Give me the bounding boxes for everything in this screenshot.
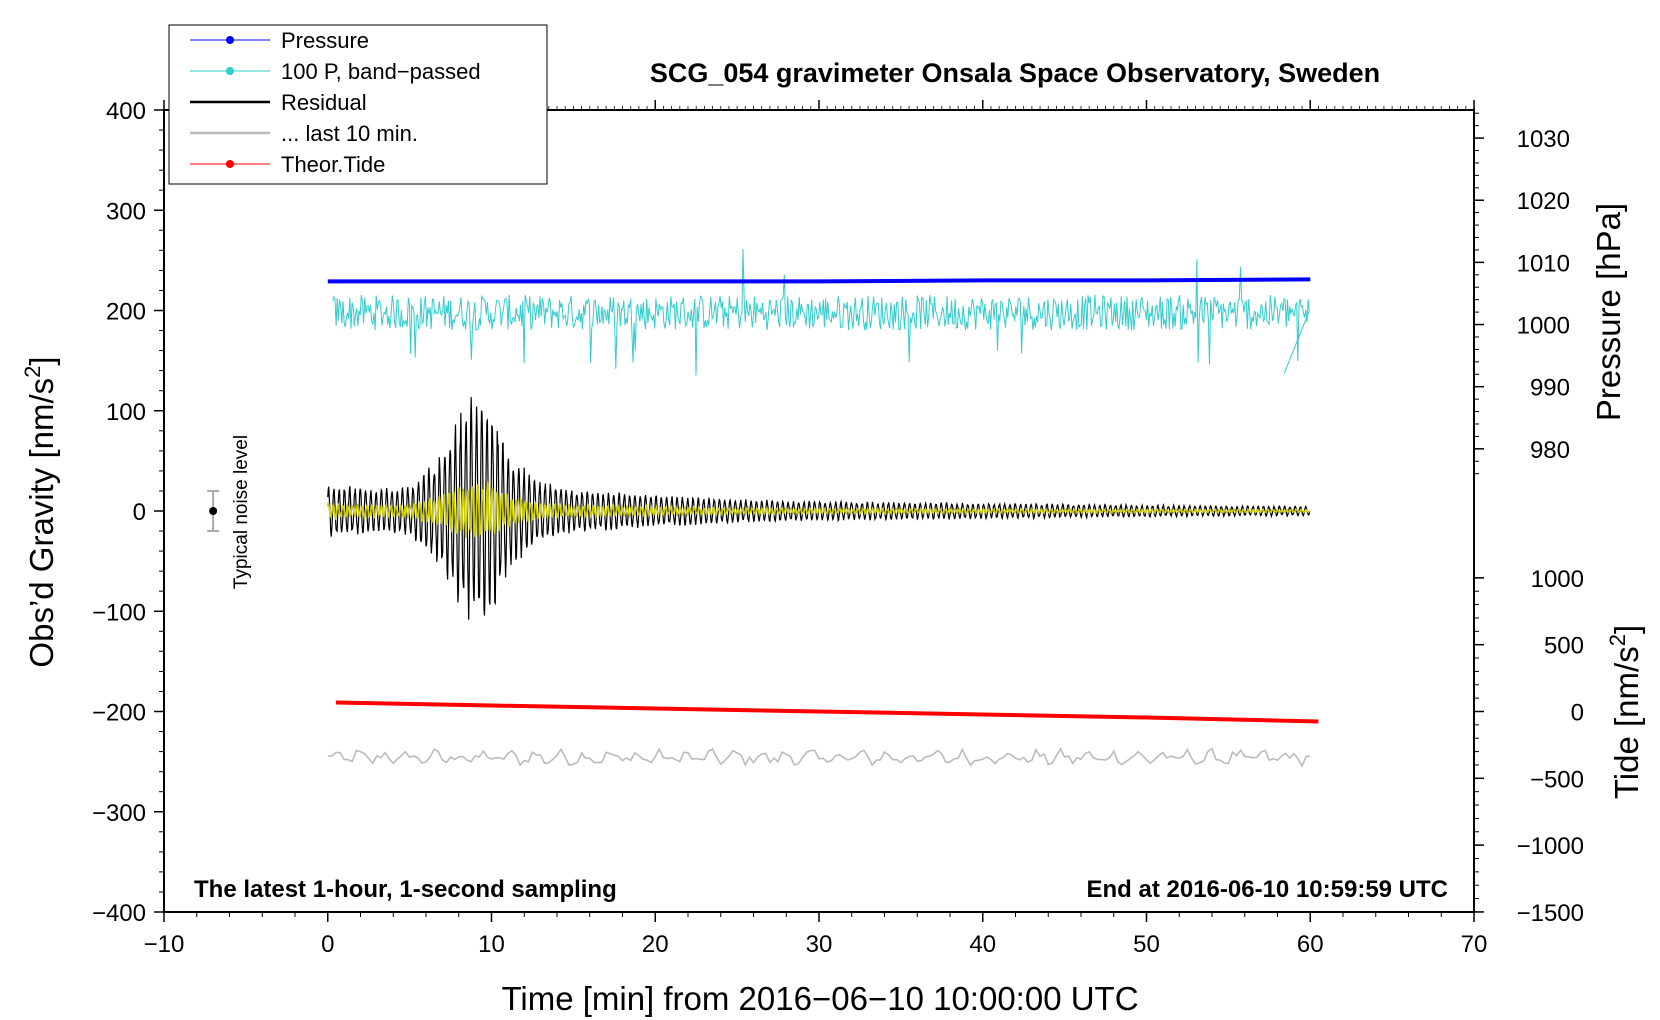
x-tick-label: −10 xyxy=(144,931,185,958)
pressure-tick-label: 1010 xyxy=(1517,250,1570,277)
chart-title: SCG_054 gravimeter Onsala Space Observat… xyxy=(650,58,1380,88)
legend-label: 100 P, band−passed xyxy=(281,59,481,84)
y-tick-label: 200 xyxy=(106,299,146,326)
tide-tick-label: −1500 xyxy=(1517,900,1584,927)
legend-swatch-marker xyxy=(226,67,234,75)
tick-layer: −10 0 10 20 30 40 50 60 70−400−300−200−100010020… xyxy=(92,98,1584,958)
y-axis-label-sup: 2 xyxy=(20,366,45,378)
pressure-axis-label: Pressure [hPa] xyxy=(1590,203,1627,421)
x-tick-label: 20 xyxy=(642,931,669,958)
pressure-tick-label: 990 xyxy=(1530,375,1570,402)
sampling-annotation: The latest 1-hour, 1-second sampling xyxy=(194,876,617,903)
y-tick-label: 0 xyxy=(133,499,146,526)
legend-label: Residual xyxy=(281,90,367,115)
tide-axis-label-sup: 2 xyxy=(1605,634,1630,646)
pressure-tick-label: 1020 xyxy=(1517,188,1570,215)
bandpassed-pressure-line xyxy=(332,248,1310,376)
pressure-line xyxy=(327,277,1311,284)
x-axis-label: Time [min] from 2016−06−10 10:00:00 UTC xyxy=(501,980,1138,1017)
tide-tick-label: 500 xyxy=(1544,633,1584,660)
y-tick-label: 300 xyxy=(106,198,146,225)
tide-axis-label-main: Tide [nm/s xyxy=(1608,646,1645,799)
tide-axis-label-end: ] xyxy=(1608,625,1645,634)
legend-box xyxy=(168,24,548,185)
data-layer xyxy=(207,248,1319,768)
pressure-tick-label: 980 xyxy=(1530,437,1570,464)
tide-tick-label: −500 xyxy=(1530,766,1584,793)
tide-line xyxy=(335,700,1319,724)
x-tick-label: 10 xyxy=(478,931,505,958)
x-tick-label: 50 xyxy=(1133,931,1160,958)
tide-tick-label: 1000 xyxy=(1531,566,1584,593)
tide-tick-label: 0 xyxy=(1571,700,1584,727)
x-tick-label: 60 xyxy=(1297,931,1324,958)
plot-frame xyxy=(163,109,1475,913)
pressure-tick-label: 1030 xyxy=(1517,126,1570,153)
tide-axis-label: Tide [nm/s2] xyxy=(1605,625,1645,799)
legend-swatch-marker xyxy=(226,160,234,168)
y-tick-label: −200 xyxy=(92,700,146,727)
end-time-annotation: End at 2016-06-10 10:59:59 UTC xyxy=(1087,876,1449,903)
noise-level-label: Typical noise level xyxy=(231,435,252,589)
legend-label: Pressure xyxy=(281,28,369,53)
legend-label: Theor.Tide xyxy=(281,152,385,177)
x-tick-label: 30 xyxy=(806,931,833,958)
last-10-min-line xyxy=(327,747,1311,768)
y-axis-label: Obs’d Gravity [nm/s2] xyxy=(20,356,60,667)
x-tick-label: 40 xyxy=(969,931,996,958)
y-tick-label: −100 xyxy=(92,599,146,626)
pressure-tick-label: 1000 xyxy=(1517,313,1570,340)
y-axis-label-end: ] xyxy=(23,356,60,365)
legend-swatch-marker xyxy=(226,36,234,44)
y-tick-label: −400 xyxy=(92,900,146,927)
x-tick-label: 70 xyxy=(1461,931,1488,958)
tide-tick-label: −1000 xyxy=(1517,833,1584,860)
y-tick-label: 100 xyxy=(106,399,146,426)
y-axis-label-main: Obs’d Gravity [nm/s xyxy=(23,378,60,668)
legend: Pressure 100 P, band−passed Residual ... la… xyxy=(168,24,548,185)
y-tick-label: −300 xyxy=(92,800,146,827)
legend-label: ... last 10 min. xyxy=(281,121,418,146)
x-tick-label: 0 xyxy=(321,931,334,958)
noise-bar-point xyxy=(209,507,218,515)
y-tick-label: 400 xyxy=(106,98,146,125)
filtered-residual-line xyxy=(327,481,1311,538)
